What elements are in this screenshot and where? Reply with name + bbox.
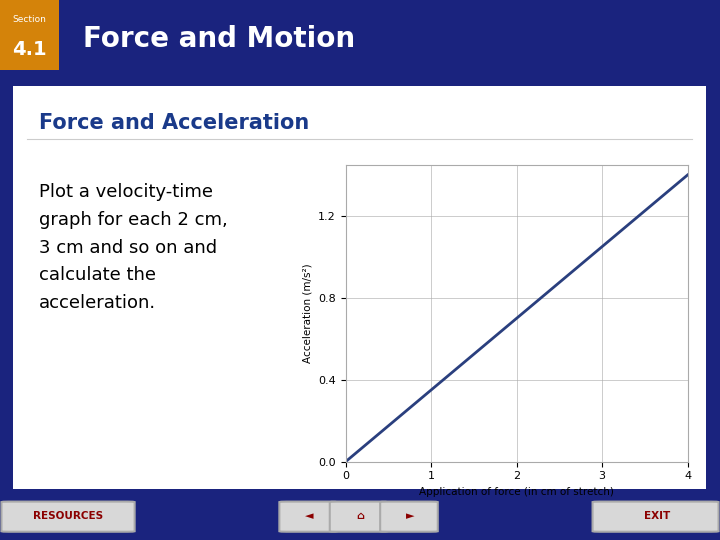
Text: Force and Acceleration: Force and Acceleration — [40, 112, 310, 132]
FancyBboxPatch shape — [330, 502, 387, 532]
Text: Section: Section — [12, 15, 47, 24]
Text: ►: ► — [406, 511, 415, 521]
FancyBboxPatch shape — [0, 0, 59, 70]
Text: ◄: ◄ — [305, 511, 314, 521]
FancyBboxPatch shape — [593, 502, 719, 532]
FancyBboxPatch shape — [3, 80, 716, 495]
Text: Acceleration of Cart: Acceleration of Cart — [446, 143, 587, 156]
Text: RESOURCES: RESOURCES — [33, 511, 104, 521]
Text: 4.1: 4.1 — [12, 39, 47, 59]
Text: Force and Motion: Force and Motion — [83, 25, 355, 52]
Y-axis label: Acceleration (m/s²): Acceleration (m/s²) — [302, 264, 312, 363]
FancyBboxPatch shape — [1, 502, 135, 532]
FancyBboxPatch shape — [279, 502, 337, 532]
FancyBboxPatch shape — [380, 502, 438, 532]
Text: Plot a velocity-time
graph for each 2 cm,
3 cm and so on and
calculate the
accel: Plot a velocity-time graph for each 2 cm… — [40, 183, 228, 312]
Text: ⌂: ⌂ — [356, 511, 364, 521]
X-axis label: Application of force (in cm of stretch): Application of force (in cm of stretch) — [419, 487, 614, 497]
Text: EXIT: EXIT — [644, 511, 670, 521]
